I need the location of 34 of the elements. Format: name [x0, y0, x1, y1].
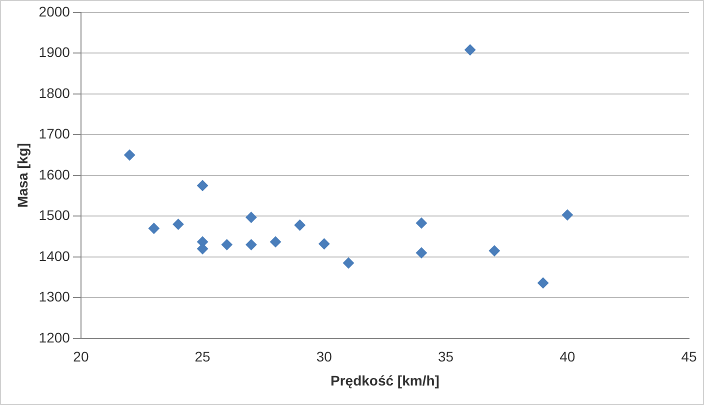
point: [342, 258, 354, 269]
x-tick-label: 25: [194, 348, 211, 365]
y-tick-label: 1700: [38, 126, 70, 142]
x-tick-label: 45: [681, 348, 697, 365]
point: [416, 247, 427, 258]
y-tick-label: 1600: [38, 166, 70, 182]
y-tick-label: 1400: [38, 248, 70, 264]
point: [538, 277, 549, 288]
point: [294, 220, 306, 231]
y-tick-label: 1300: [38, 288, 70, 305]
point: [562, 209, 573, 220]
point: [197, 180, 208, 192]
x-tick-label: 40: [560, 348, 576, 365]
y-tick-label: 2000: [38, 3, 70, 20]
point: [148, 222, 160, 234]
y-axis-title: Masa [kg]: [14, 143, 30, 208]
point: [246, 239, 257, 250]
y-tick-label: 1500: [38, 207, 70, 224]
x-tick-label: 35: [438, 348, 454, 365]
point: [172, 218, 184, 230]
point: [416, 218, 427, 229]
point: [318, 238, 330, 250]
x-axis-title: Prędkość [km/h]: [330, 372, 440, 388]
point: [270, 236, 282, 248]
point: [221, 239, 232, 250]
point: [464, 44, 476, 56]
x-tick-label: 20: [73, 348, 89, 365]
y-tick-label: 1800: [38, 84, 70, 101]
y-tick-label: 1200: [38, 329, 70, 346]
point: [488, 245, 500, 256]
point: [124, 150, 136, 161]
point: [246, 212, 257, 223]
y-tick-label: 1900: [38, 44, 70, 60]
x-tick-label: 30: [316, 348, 332, 365]
